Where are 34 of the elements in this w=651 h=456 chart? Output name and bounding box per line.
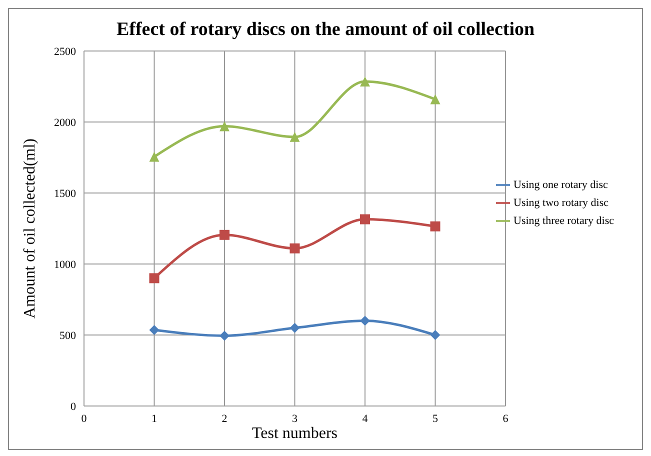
y-tick-label: 2000 [54,116,76,129]
point [220,230,230,240]
y-tick-label: 1500 [54,188,76,200]
point [149,152,160,162]
x-tick-label: 5 [432,412,438,425]
x-tick-label: 1 [152,412,157,425]
point [360,316,370,326]
point [360,214,370,224]
point [360,76,370,87]
point [430,330,440,340]
point [290,132,300,142]
point [430,221,440,232]
y-tick-label: 500 [60,330,76,342]
point [149,273,160,284]
point [220,121,230,132]
point [290,322,300,333]
y-axis-title: Amount of oil collected(ml) [22,138,39,318]
legend-label: Using one rotary disc [514,179,608,191]
x-tick-label: 0 [81,412,88,425]
point [430,94,440,104]
x-tick-label: 6 [502,412,509,425]
y-tick-label: 1000 [54,258,76,271]
y-tick-label: 2500 [54,46,76,58]
x-tick-label: 3 [292,412,298,425]
legend-label: Using three rotary disc [514,215,614,227]
point [290,243,300,254]
y-tick-label: 0 [70,400,76,413]
x-axis-title: Test numbers [252,425,338,442]
point [149,325,160,336]
point [220,330,230,341]
x-tick-label: 4 [362,412,368,425]
legend-label: Using two rotary disc [514,197,609,209]
x-tick-label: 2 [222,412,228,425]
chart-title: Effect of rotary discs on the amount of oil collection [115,19,536,41]
